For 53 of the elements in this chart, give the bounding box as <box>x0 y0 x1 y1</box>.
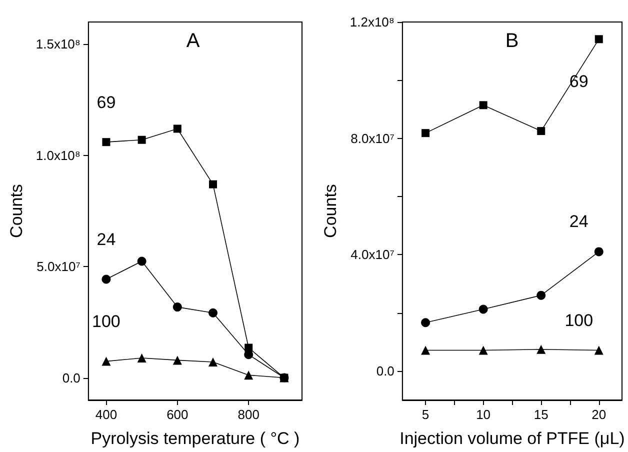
point <box>421 318 430 328</box>
y-axis-title: Counts <box>7 184 26 238</box>
point <box>244 370 254 380</box>
chart-title: B <box>505 30 519 52</box>
point <box>102 138 110 146</box>
x-tick-label: 10 <box>476 407 491 422</box>
y-tick-label: 0.0 <box>62 370 80 386</box>
x-axis-title: Injection volume of PTFE (μL) <box>400 429 625 448</box>
series-label: 69 <box>569 72 588 92</box>
point <box>594 35 603 44</box>
point <box>244 344 253 352</box>
point <box>102 274 111 284</box>
x-tick-label: 800 <box>238 407 260 422</box>
series-label: 100 <box>564 310 594 330</box>
point <box>421 346 430 355</box>
point <box>594 247 604 256</box>
point <box>137 353 146 362</box>
point <box>422 129 430 138</box>
point <box>478 346 488 355</box>
y-tick-label: 1.5x10⁸ <box>36 36 80 52</box>
series-label: 24 <box>569 212 588 232</box>
point <box>172 302 182 312</box>
point <box>172 356 182 365</box>
x-tick-label: 15 <box>534 407 548 422</box>
y-tick-label: 4.0x10⁷ <box>350 247 395 262</box>
y-tick-label: 8.0x10⁷ <box>350 130 395 146</box>
point <box>537 127 546 136</box>
point <box>173 124 182 133</box>
chart-title: A <box>186 30 200 52</box>
y-tick-label: 0.0 <box>376 363 394 378</box>
x-axis-title: Pyrolysis temperature ( °C ) <box>90 429 300 448</box>
x-tick-label: 400 <box>95 407 118 422</box>
point <box>209 180 218 188</box>
x-tick-label: 600 <box>166 407 188 422</box>
series-label: 24 <box>96 230 116 249</box>
y-axis-title: Counts <box>321 184 340 238</box>
point <box>208 357 218 366</box>
point <box>137 256 146 266</box>
series-label: 100 <box>92 312 120 331</box>
x-tick-label: 5 <box>422 407 430 422</box>
series-label: 69 <box>96 93 116 112</box>
y-tick-label: 1.0x10⁸ <box>36 148 80 163</box>
point <box>138 136 146 144</box>
point <box>536 344 546 354</box>
point <box>478 304 488 314</box>
x-tick-label: 20 <box>592 407 606 422</box>
point <box>594 346 604 355</box>
point <box>479 101 488 110</box>
y-tick-label: 1.2x10⁸ <box>350 14 394 30</box>
y-tick-label: 5.0x10⁷ <box>36 259 81 274</box>
point <box>208 308 218 318</box>
point <box>102 356 111 366</box>
point <box>536 290 546 300</box>
